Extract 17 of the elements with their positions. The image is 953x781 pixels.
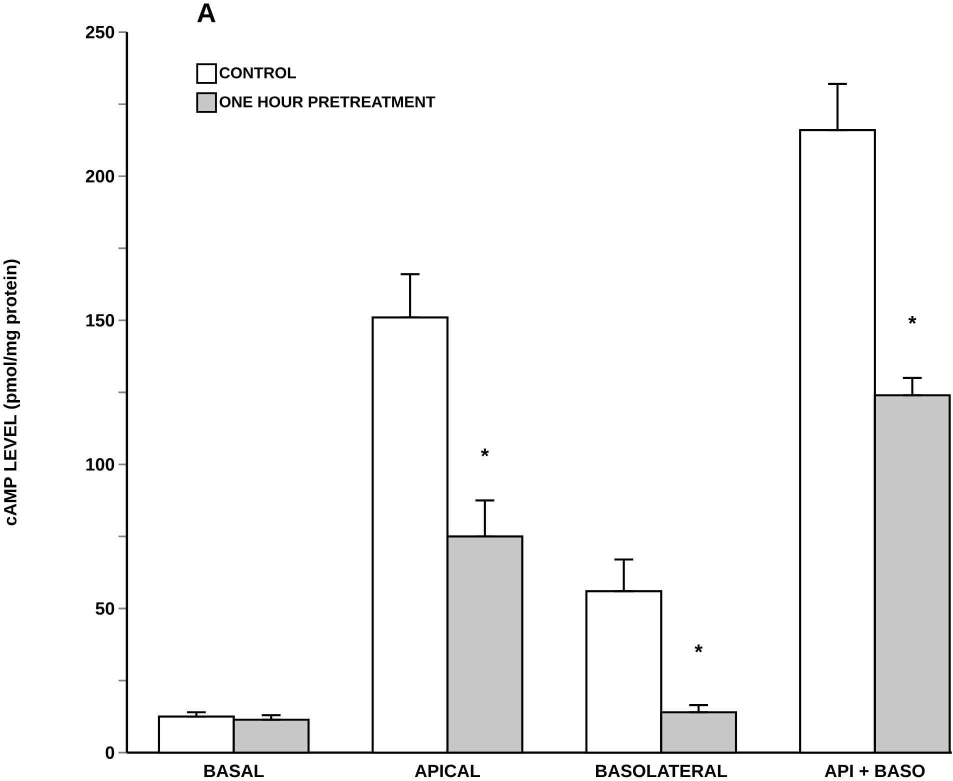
y-tick-label: 50 — [96, 602, 114, 615]
annotation: * — [480, 448, 489, 456]
y-tick-label: 0 — [106, 746, 114, 760]
y-axis-title: cAMP LEVEL (pmol/mg protein) — [3, 260, 20, 526]
annotation: * — [694, 644, 703, 652]
x-tick-label: APICAL — [414, 764, 480, 778]
x-tick-label: BASOLATERAL — [596, 764, 728, 778]
chart-title: A — [197, 4, 216, 22]
legend-label: CONTROL — [220, 67, 296, 79]
x-tick-label: API + BASO — [824, 764, 925, 778]
y-tick-label: 250 — [86, 26, 114, 39]
legend-label: ONE HOUR PRETREATMENT — [220, 96, 436, 108]
annotation: * — [908, 316, 916, 324]
x-tick-label: BASAL — [204, 764, 264, 778]
y-tick-label: 100 — [86, 458, 114, 471]
y-tick-label: 150 — [86, 314, 114, 327]
y-tick-label: 200 — [86, 170, 114, 183]
